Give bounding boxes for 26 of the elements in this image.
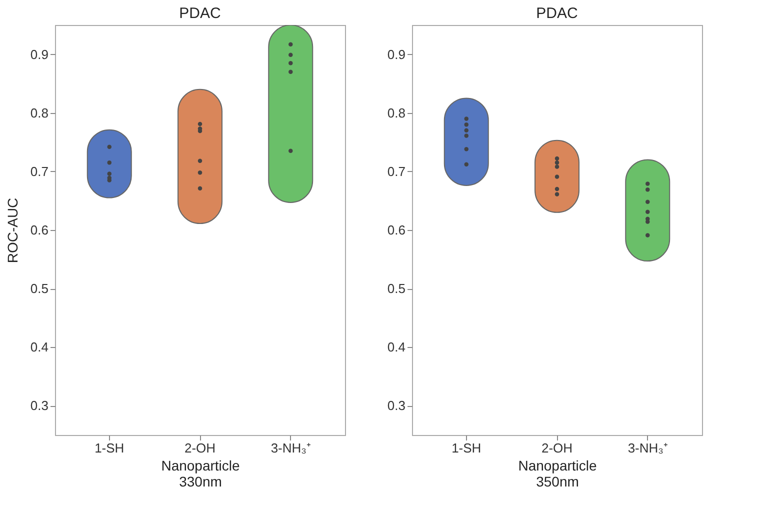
x-tick-label: 3-NH₃⁺ <box>628 440 668 456</box>
x-axis-title: Nanoparticle 350nm <box>518 458 598 490</box>
y-tick-label: 0.3 <box>30 398 48 414</box>
y-tick-label: 0.5 <box>30 281 48 296</box>
x-axis-title: Nanoparticle 330nm <box>161 458 240 490</box>
y-axis-title: ROC-AUC <box>4 198 20 264</box>
chart-title: PDAC <box>536 5 578 22</box>
x-tick-label: 1-SH <box>94 440 124 456</box>
x-tick-label: 1-SH <box>452 440 482 456</box>
y-tick-label: 0.7 <box>387 164 406 179</box>
x-tick-label: 2-OH <box>184 440 216 456</box>
x-tick-label: 2-OH <box>541 440 573 456</box>
y-tick-label: 0.6 <box>387 222 406 238</box>
y-tick-label: 0.5 <box>387 281 406 296</box>
y-tick-label: 0.8 <box>387 105 406 120</box>
y-tick-label: 0.7 <box>30 164 48 179</box>
y-tick-label: 0.4 <box>387 340 406 355</box>
y-tick-label: 0.3 <box>387 398 406 414</box>
y-tick-label: 0.4 <box>30 340 48 355</box>
chart-title: PDAC <box>179 5 221 22</box>
y-tick-label: 0.6 <box>30 222 48 238</box>
bar <box>268 25 314 203</box>
x-tick-label: 3-NH₃⁺ <box>270 440 310 456</box>
y-tick-label: 0.8 <box>30 105 48 120</box>
y-tick-label: 0.9 <box>30 46 48 62</box>
y-tick-label: 0.9 <box>387 46 406 62</box>
